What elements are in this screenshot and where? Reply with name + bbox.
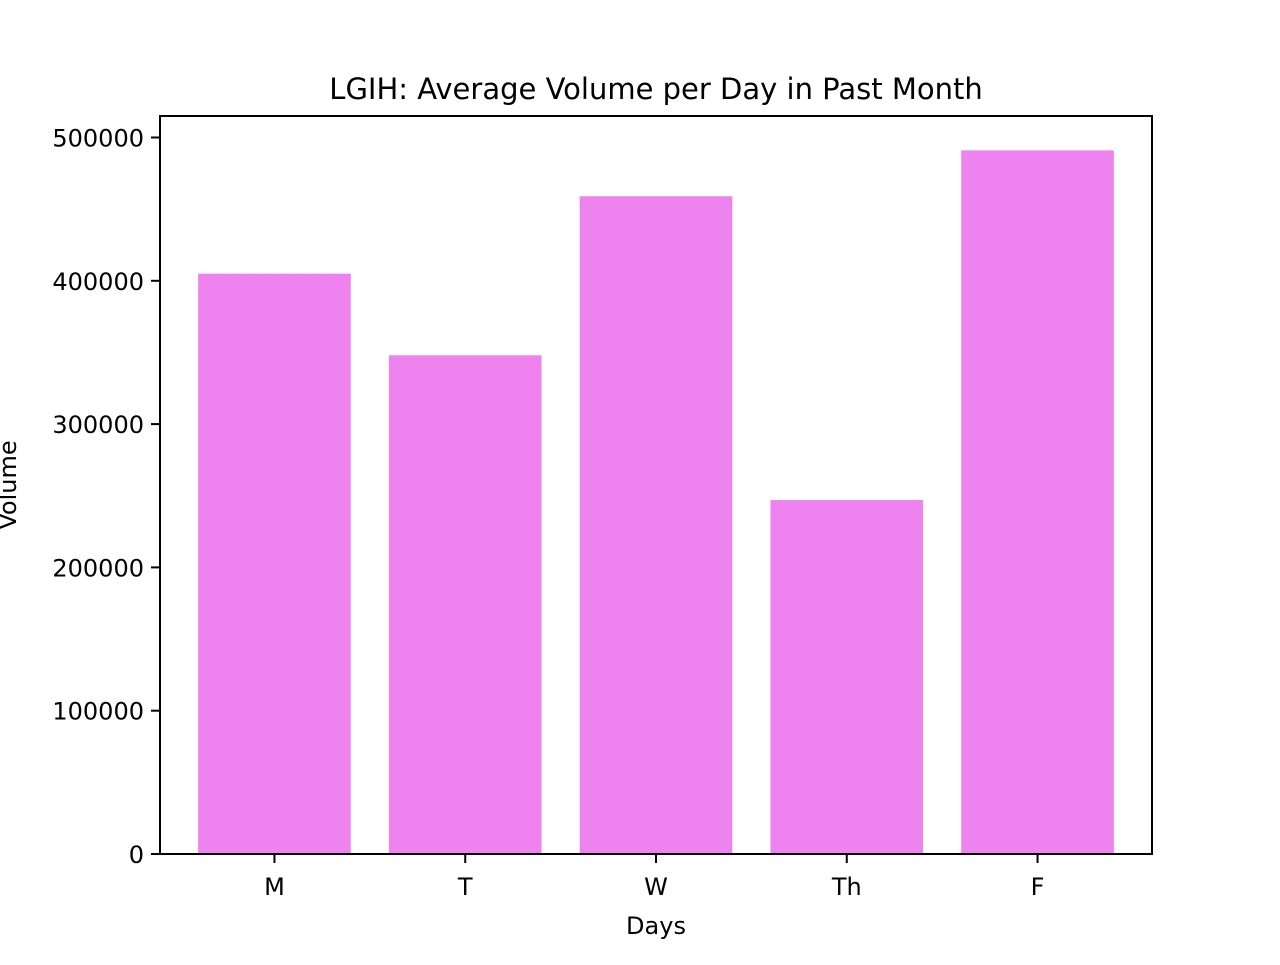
x-axis: M T W Th F: [264, 854, 1044, 901]
y-axis-label: Volume: [0, 440, 22, 529]
x-tick-label: W: [644, 873, 668, 901]
bar-m: [198, 273, 351, 854]
x-axis-label: Days: [626, 912, 686, 940]
y-tick-label: 400000: [52, 268, 144, 296]
chart-title: LGIH: Average Volume per Day in Past Mon…: [329, 72, 982, 106]
bar-w: [579, 196, 733, 855]
bar-th: [770, 500, 924, 854]
x-tick-label: T: [457, 873, 473, 901]
bar-f: [961, 150, 1114, 855]
y-tick-label: 100000: [52, 698, 144, 726]
bar-t: [388, 355, 542, 854]
y-tick-label: 300000: [52, 411, 144, 439]
y-axis: 0 100000 200000 300000 400000 500000: [52, 124, 160, 869]
y-tick-label: 0: [129, 841, 144, 869]
x-tick-label: F: [1031, 873, 1045, 901]
bars-layer: [198, 150, 1114, 855]
x-tick-label: M: [264, 873, 285, 901]
y-tick-label: 500000: [52, 124, 144, 152]
y-tick-label: 200000: [52, 554, 144, 582]
x-tick-label: Th: [831, 873, 862, 901]
